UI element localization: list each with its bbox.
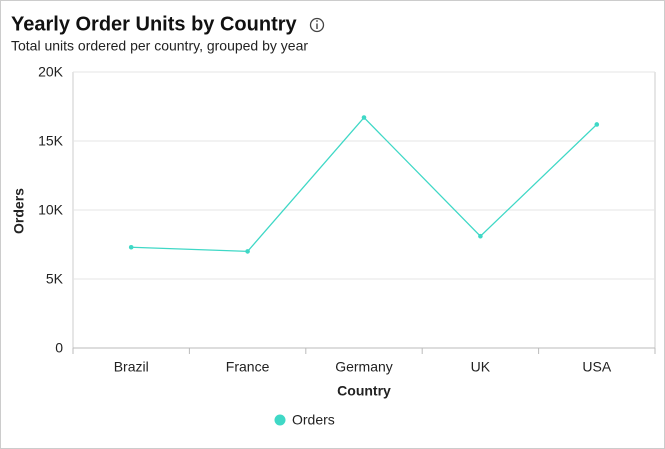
x-tick-label: Germany [335,359,393,375]
x-tick-label: UK [471,359,491,375]
legend-swatch [274,414,286,426]
y-tick-label: 5K [46,271,64,287]
chart-title: Yearly Order Units by Country [11,13,298,35]
y-tick-label: 10K [38,202,64,218]
point [128,244,134,250]
point [245,249,250,254]
point [594,122,600,127]
x-tick-label: USA [582,359,611,375]
point [478,233,483,239]
x-axis-title: Country [337,383,391,399]
info-icon[interactable] [309,17,325,33]
y-tick-label: 0 [55,340,63,356]
y-tick-label: 20K [38,64,64,80]
legend-label: Orders [292,412,335,428]
x-tick-label: France [226,359,270,375]
chart-subtitle: Total units ordered per country, grouped… [11,38,308,54]
y-tick-label: 15K [38,133,64,149]
y-axis-title: Orders [11,188,27,234]
point [361,115,367,120]
x-tick-label: Brazil [114,359,149,375]
